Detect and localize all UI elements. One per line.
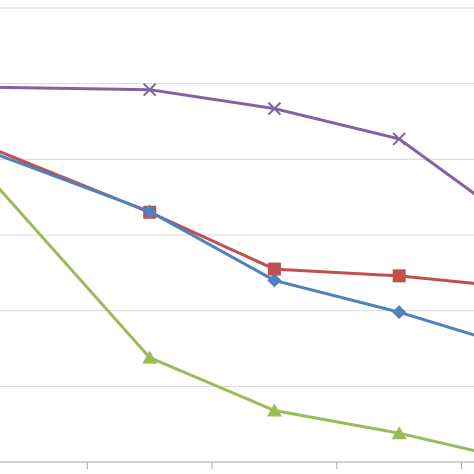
square-marker — [267, 262, 281, 276]
triangle-marker — [266, 403, 282, 417]
series-line — [0, 154, 474, 337]
diamond-marker — [267, 273, 282, 288]
triangle-marker — [142, 350, 158, 364]
series-x — [0, 83, 474, 195]
series-triangle — [0, 188, 474, 453]
square-marker — [392, 269, 406, 283]
series-line — [0, 85, 474, 195]
series-diamond — [0, 154, 474, 337]
diamond-marker — [392, 305, 407, 320]
x-marker — [142, 83, 157, 97]
series-layer — [0, 83, 474, 453]
diamond-marker — [142, 204, 157, 219]
series-square — [0, 150, 474, 285]
x-axis — [86, 462, 463, 469]
gridlines — [0, 7, 474, 463]
triangle-marker — [391, 426, 407, 440]
x-marker — [267, 101, 282, 116]
series-line — [0, 188, 474, 453]
x-marker — [392, 132, 406, 146]
series-line — [0, 150, 474, 285]
